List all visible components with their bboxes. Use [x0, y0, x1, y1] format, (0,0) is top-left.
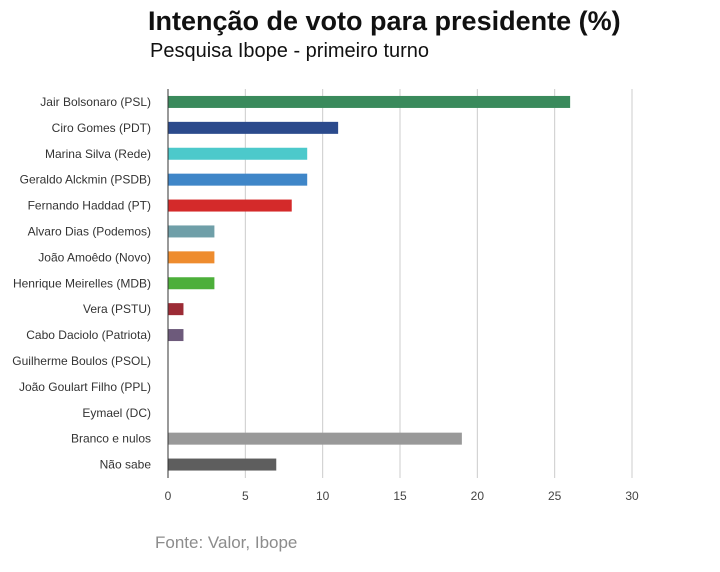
- category-label: Marina Silva (Rede): [45, 147, 151, 161]
- bar: [168, 458, 277, 471]
- category-label: Ciro Gomes (PDT): [52, 121, 151, 135]
- chart-subtitle: Pesquisa Ibope - primeiro turno: [150, 40, 430, 62]
- x-tick-label: 15: [393, 489, 407, 503]
- category-label: Eymael (DC): [82, 406, 151, 420]
- x-tick-label: 5: [242, 489, 249, 503]
- category-label: Não sabe: [100, 458, 152, 472]
- bar: [168, 199, 292, 212]
- x-tick-label: 10: [316, 489, 330, 503]
- bar: [168, 432, 462, 445]
- category-label: João Amoêdo (Novo): [38, 250, 151, 264]
- x-tick-label: 20: [471, 489, 485, 503]
- category-label: Henrique Meirelles (MDB): [13, 276, 151, 290]
- category-label: João Goulart Filho (PPL): [19, 380, 151, 394]
- chart-source: Fonte: Valor, Ibope: [155, 533, 298, 552]
- bar: [168, 225, 215, 238]
- category-label: Vera (PSTU): [83, 302, 151, 316]
- x-tick-label: 30: [625, 489, 639, 503]
- category-label: Geraldo Alckmin (PSDB): [20, 173, 151, 187]
- bar: [168, 303, 184, 316]
- bar: [168, 147, 308, 160]
- category-label: Jair Bolsonaro (PSL): [40, 95, 151, 109]
- bar: [168, 173, 308, 186]
- x-tick-label: 25: [548, 489, 562, 503]
- chart-title: Intenção de voto para presidente (%): [148, 6, 621, 36]
- category-label: Branco e nulos: [71, 432, 151, 446]
- category-label: Cabo Daciolo (Patriota): [26, 328, 151, 342]
- bar: [168, 329, 184, 342]
- x-tick-label: 0: [165, 489, 172, 503]
- bar: [168, 121, 339, 134]
- category-label: Alvaro Dias (Podemos): [28, 224, 151, 238]
- bar: [168, 95, 571, 108]
- category-label: Fernando Haddad (PT): [28, 199, 151, 213]
- category-label: Guilherme Boulos (PSOL): [12, 354, 151, 368]
- bar: [168, 251, 215, 264]
- bar: [168, 277, 215, 290]
